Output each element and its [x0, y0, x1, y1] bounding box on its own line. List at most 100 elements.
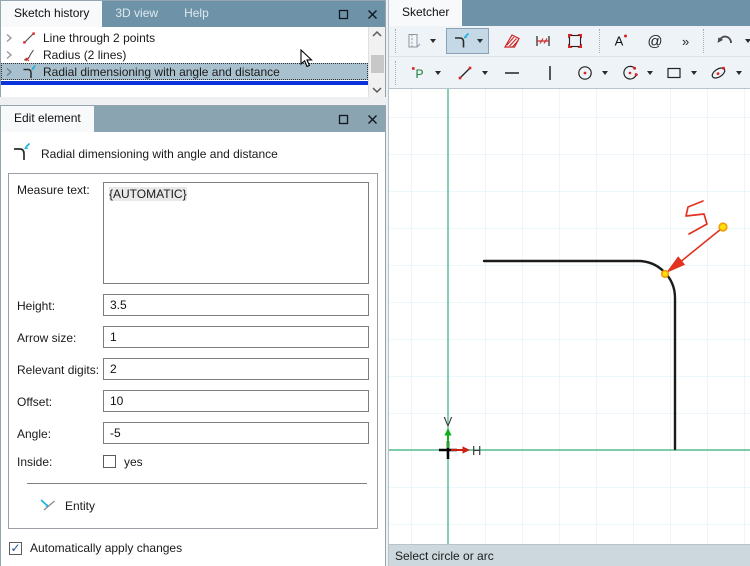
relevant-digits-label: Relevant digits:	[17, 362, 100, 377]
sketch-plane-button[interactable]	[401, 29, 425, 53]
dropdown-caret-icon[interactable]	[430, 39, 436, 43]
list-item-label: Radial dimensioning with angle and dista…	[43, 64, 280, 79]
edit-element-body: Radial dimensioning with angle and dista…	[1, 142, 385, 566]
arc-point-marker[interactable]	[660, 269, 670, 279]
close-icon[interactable]	[366, 113, 379, 126]
list-item[interactable]: Radius (2 lines)	[1, 46, 368, 63]
arc-tool-button[interactable]	[618, 61, 642, 85]
angle-label: Angle:	[17, 426, 52, 441]
dropdown-caret-icon[interactable]	[736, 70, 742, 75]
h-axis-arrowhead	[462, 446, 470, 454]
edit-element-panel: Edit element Radial dimensioning with an…	[0, 105, 386, 566]
insert-position-indicator	[1, 81, 368, 85]
entity-button[interactable]: Entity	[39, 494, 369, 518]
toolbar-grip[interactable]	[395, 29, 396, 53]
horizontal-line-tool-button[interactable]	[500, 61, 524, 85]
inside-label: Inside:	[17, 455, 53, 469]
arrow-size-field[interactable]	[103, 326, 369, 348]
offset-label: Offset:	[17, 394, 53, 409]
frame-corners-button[interactable]	[563, 29, 587, 53]
entity-label: Entity	[65, 499, 96, 513]
undo-button[interactable]	[712, 29, 737, 53]
sketcher-tabbar: Sketcher	[389, 0, 750, 26]
line-2-points-icon	[21, 30, 37, 46]
tab-3d-view[interactable]: 3D view	[115, 6, 159, 20]
at-annotation-button[interactable]: @	[642, 29, 668, 53]
history-scrollbar[interactable]	[368, 27, 385, 97]
close-icon[interactable]	[366, 8, 379, 21]
sketcher-toolbars: A @ » P	[389, 26, 750, 89]
dropdown-caret-icon[interactable]	[482, 70, 488, 75]
radial-dimension-icon	[21, 64, 37, 80]
tab-sketcher[interactable]: Sketcher	[389, 0, 463, 26]
dropdown-caret-icon[interactable]	[435, 70, 441, 75]
distance-dimension-button[interactable]	[531, 29, 555, 53]
tab-edit-element[interactable]: Edit element	[1, 106, 94, 132]
measure-text-field[interactable]: {AUTOMATIC}	[103, 182, 369, 284]
toolbar-overflow-button[interactable]: »	[682, 33, 690, 49]
maximize-icon[interactable]	[337, 8, 350, 21]
parameters-groupbox: Measure text: {AUTOMATIC} Height: Arrow …	[8, 173, 378, 529]
edit-element-header: Radial dimensioning with angle and dista…	[41, 146, 278, 161]
radius-2-lines-icon	[21, 47, 37, 63]
left-column: Sketch history 3D view Help	[0, 0, 388, 566]
arrow-size-label: Arrow size:	[17, 330, 77, 345]
chevron-right-icon[interactable]	[5, 66, 17, 78]
toolbar-row-1: A @ »	[389, 26, 750, 57]
list-item-selected[interactable]: Radial dimensioning with angle and dista…	[1, 63, 368, 80]
offset-field[interactable]	[103, 390, 369, 412]
dimension-handle-marker[interactable]	[718, 222, 728, 232]
h-axis-label: H	[472, 443, 481, 458]
circle-tool-button[interactable]	[573, 61, 597, 85]
scroll-up-icon[interactable]	[369, 27, 386, 41]
grid-lines	[389, 89, 750, 544]
rectangle-tool-button[interactable]	[662, 61, 686, 85]
radial-dimension-button[interactable]	[446, 28, 489, 54]
maximize-icon[interactable]	[337, 113, 350, 126]
height-label: Height:	[17, 298, 56, 313]
hatched-surface-button[interactable]	[500, 29, 524, 53]
history-tabbar: Sketch history 3D view Help	[1, 1, 385, 27]
radius-dimension-value	[685, 200, 708, 235]
entity-pick-icon	[39, 496, 57, 517]
angle-field[interactable]	[103, 422, 369, 444]
line-tool-button[interactable]	[453, 61, 477, 85]
toolbar-grip[interactable]	[599, 29, 600, 53]
tab-sketch-history[interactable]: Sketch history	[1, 1, 103, 27]
sketch-canvas[interactable]: V H	[389, 89, 750, 544]
chevron-right-icon[interactable]	[5, 32, 17, 44]
inside-checkbox[interactable]	[103, 455, 116, 468]
height-field[interactable]	[103, 294, 369, 316]
mouse-cursor	[300, 49, 313, 68]
toolbar-grip[interactable]	[395, 60, 399, 85]
list-item[interactable]: Line through 2 points	[1, 29, 368, 46]
relevant-digits-field[interactable]	[103, 358, 369, 380]
toolbar-grip[interactable]	[703, 29, 705, 53]
text-button[interactable]: A	[608, 29, 632, 53]
svg-text:A: A	[615, 34, 624, 49]
svg-text:@: @	[647, 33, 662, 50]
chevron-right-icon[interactable]	[5, 49, 17, 61]
radius-dimension[interactable]	[666, 200, 722, 273]
dropdown-caret-icon[interactable]	[647, 70, 653, 75]
scrollbar-thumb[interactable]	[370, 55, 384, 73]
v-axis-label: V	[444, 414, 453, 429]
scroll-down-icon[interactable]	[369, 83, 386, 97]
auto-apply-label: Automatically apply changes	[30, 541, 183, 555]
vertical-line-tool-button[interactable]	[538, 61, 562, 85]
status-bar: Select circle or arc	[389, 544, 750, 566]
divider	[27, 483, 367, 484]
history-list: Line through 2 points Radius (2 lines) R…	[1, 27, 385, 97]
tab-help[interactable]: Help	[184, 6, 209, 20]
auto-apply-checkbox[interactable]	[9, 541, 22, 555]
dropdown-caret-icon[interactable]	[745, 39, 750, 43]
toolbar-row-2: P	[389, 57, 750, 88]
dimension-arrowhead	[666, 256, 686, 273]
dropdown-caret-icon[interactable]	[691, 70, 697, 75]
ellipse-tool-button[interactable]	[706, 61, 731, 85]
list-item-label: Line through 2 points	[43, 30, 156, 45]
dropdown-caret-icon[interactable]	[602, 70, 608, 75]
dropdown-caret-icon[interactable]	[477, 39, 483, 43]
point-tool-button[interactable]: P	[406, 61, 430, 85]
